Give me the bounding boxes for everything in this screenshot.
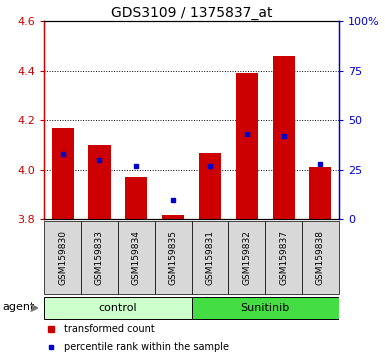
- Text: percentile rank within the sample: percentile rank within the sample: [64, 342, 229, 352]
- Bar: [302, 221, 339, 294]
- Bar: [118, 221, 155, 294]
- Bar: [310, 167, 331, 219]
- Text: GSM159832: GSM159832: [242, 230, 251, 285]
- Bar: [192, 297, 339, 319]
- Text: agent: agent: [2, 302, 35, 312]
- Bar: [236, 73, 258, 219]
- Bar: [273, 56, 295, 219]
- Bar: [199, 153, 221, 219]
- Text: transformed count: transformed count: [64, 324, 155, 334]
- Bar: [89, 145, 110, 219]
- Bar: [192, 221, 228, 294]
- Text: GSM159838: GSM159838: [316, 230, 325, 285]
- Bar: [265, 221, 302, 294]
- Text: GSM159831: GSM159831: [206, 230, 214, 285]
- Bar: [125, 177, 147, 219]
- Text: control: control: [99, 303, 137, 313]
- Bar: [155, 221, 192, 294]
- Text: GSM159835: GSM159835: [169, 230, 177, 285]
- Text: Sunitinib: Sunitinib: [241, 303, 290, 313]
- Bar: [52, 128, 74, 219]
- Bar: [44, 297, 192, 319]
- Bar: [44, 221, 81, 294]
- Bar: [228, 221, 265, 294]
- Bar: [162, 215, 184, 219]
- Text: GSM159834: GSM159834: [132, 230, 141, 285]
- Text: GSM159833: GSM159833: [95, 230, 104, 285]
- Text: GSM159837: GSM159837: [279, 230, 288, 285]
- Bar: [81, 221, 118, 294]
- Text: GSM159830: GSM159830: [58, 230, 67, 285]
- Title: GDS3109 / 1375837_at: GDS3109 / 1375837_at: [111, 6, 272, 20]
